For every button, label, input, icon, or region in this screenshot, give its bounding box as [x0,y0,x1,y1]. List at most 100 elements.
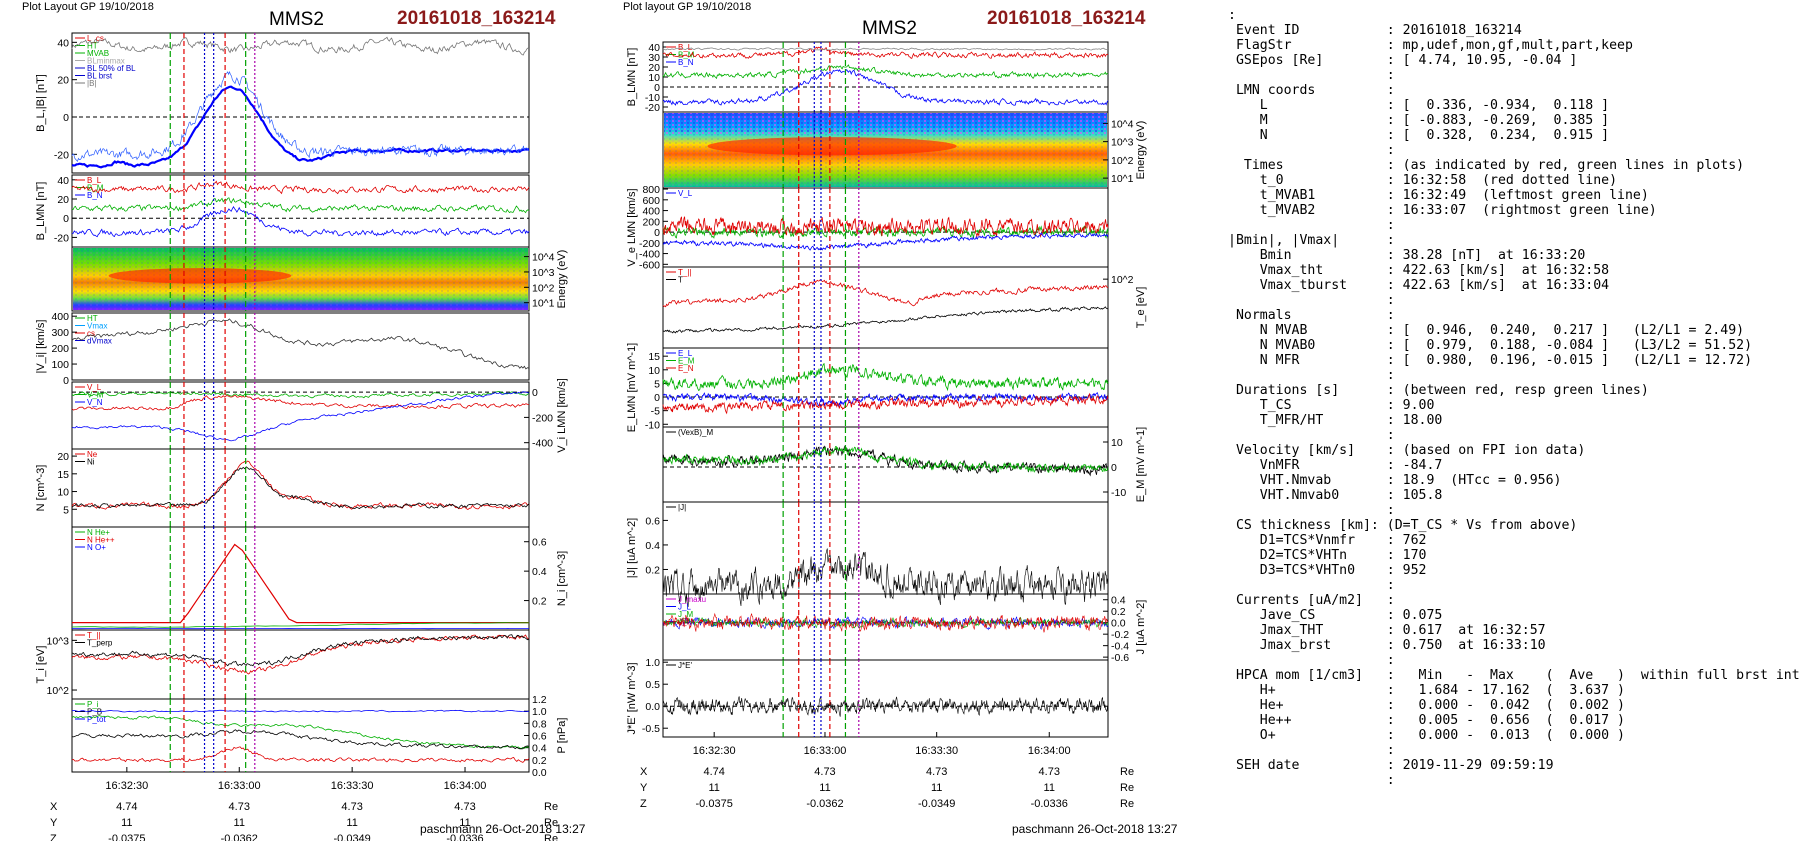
summary-line: Vmax_tht : 422.63 [km/s] at 16:32:58 [1228,263,1610,278]
mid-spacecraft-label: MMS2 [862,18,917,39]
summary-line: |Bmin|, |Vmax| : [1228,233,1395,248]
summary-line: He+ : 0.000 - 0.042 ( 0.002 ) [1228,698,1625,713]
left-ytick-label: 1.0 [532,706,547,718]
left-curve-blmn [71,197,530,214]
left-panel-frame [71,246,530,312]
left-ytick-label: 0.2 [532,596,547,608]
left-ytick-label: 10^3 [47,635,70,647]
mid-ytick-label: -10 [1111,487,1126,499]
mid-curve-je [662,696,1109,717]
left-legend-label: HT [87,314,98,323]
left-ytick-label: 400 [51,311,69,323]
mid-panel-frame [662,347,1109,428]
mid-pos-value: 11 [819,782,830,794]
mid-plot-header: Plot layout GP 19/10/2018 [623,1,752,13]
summary-line: Jmax_THT : 0.617 at 16:32:57 [1228,623,1546,638]
mid-ytick-label: -200 [639,238,660,250]
summary-line: FlagStr : mp,udef,mon,gf,mult,part,keep [1228,38,1633,53]
left-curve-blmn [71,206,530,238]
left-ytick-label: 0.0 [532,767,547,779]
mid-curve-blmn [662,46,1109,59]
mid-panel-spec: 10^4 10^3 10^2 10^1 Energy (eV) [662,111,1147,189]
mid-ytick-label: 10^3 [1111,137,1134,149]
left-ytick-label: 10^4 [532,252,555,264]
left-ytick-label: 0.6 [532,731,547,743]
mid-ylabel: B_LMN [nT] [626,48,638,107]
mid-ytick-label: 10^2 [1111,155,1134,167]
mid-ytick-label: 10 [648,72,660,84]
left-ytick-label: 10^3 [532,267,555,279]
left-ytick-label: 0.4 [532,566,547,578]
left-panel-frame [71,526,530,631]
mid-ylabel: E_LMN [mV m^-1] [626,343,638,433]
left-panel-frame [71,174,530,248]
summary-line: Jmax_brst : 0.750 at 16:33:10 [1228,638,1546,653]
left-ytick-label: -200 [532,412,553,424]
mid-pos-value: 4.73 [814,766,835,778]
left-ytick-label: 15 [57,469,69,481]
summary-line: Times : (as indicated by red, green line… [1228,158,1745,173]
left-pos-value: -0.0349 [333,833,370,841]
mid-ylabel: |J| [uA m^-2] [626,518,638,578]
left-curve-ni [72,543,529,624]
mid-ytick-label: -5 [651,406,660,418]
mid-panel-frame [662,501,1109,595]
mid-panel-frame [662,266,1109,349]
left-ytick-label: 20 [57,451,69,463]
summary-line: SEH date : 2019-11-29 09:59:19 [1228,758,1554,773]
mid-panel-jlmn: 0.40.20.0-0.2-0.4-0.6J [uA m^-2]J_maxuJ_… [662,593,1147,664]
left-panel-frame [71,629,530,700]
summary-line: N MFR : [ 0.980, 0.196, -0.015 ] (L2/L1 … [1228,353,1753,368]
summary-line: : [1228,143,1395,158]
mid-ytick-label: 0 [1111,462,1117,474]
mid-legend-label: T_|| [678,268,692,277]
mid-ytick-label: 600 [642,195,660,207]
left-legend-label: N O+ [87,543,106,552]
mid-panel-j: 0.6 0.4 0.2 |J| [uA m^-2] |J| [626,501,1109,608]
left-ytick-label: 0 [63,112,69,124]
left-panel-ti: 10^3 10^2T_i [eV] T_||T_perp [35,629,530,700]
left-ytick-label: 0.2 [532,755,547,767]
left-event-label: 20161018_163214 [397,8,556,29]
left-legend-label: P_i [87,700,99,709]
mid-event-label: 20161018_163214 [987,8,1146,29]
left-xtick-label: 16:33:00 [218,780,261,792]
left-ylabel: |V_i| [km/s] [35,319,47,373]
left-ytick-label: 1.2 [532,694,547,706]
left-ytick-label: 10^1 [532,298,555,310]
left-panel-vilmn: 0-200-400 V_i LMN [km/s]V_LV_MV_N [71,378,568,453]
mid-ytick-label: 800 [642,184,660,196]
left-legend-label: B_L [87,176,102,185]
left-legend-label: P_tot [87,715,106,724]
mid-curve-te [662,279,1108,308]
left-panel-p: 1.21.00.80.60.40.20.0 P [nPa] P_iP_BP_tot [71,694,568,779]
mid-legend-label: (VexB)_M [678,428,713,437]
left-ytick-label: 0 [63,375,69,387]
event-summary-panel: : Event ID : 20161018_163214 FlagStr : m… [1228,8,1800,788]
mid-pos-value: -0.0349 [918,798,955,810]
summary-line: HPCA mom [1/cm3] : Min - Max ( Ave ) wit… [1228,668,1800,683]
mid-ytick-label: 0 [654,82,660,94]
summary-line: : [1228,8,1236,23]
summary-line: LMN coords : [1228,83,1395,98]
mid-footer: paschmann 26-Oct-2018 13:27 [1012,822,1178,836]
left-ylabel: T_i [eV] [35,646,47,684]
mid-curve-e [662,363,1109,392]
mid-pos-value: 4.74 [703,766,724,778]
summary-line: N MVAB : [ 0.946, 0.240, 0.217 ] (L2/L1 … [1228,323,1745,338]
left-curve-n [71,460,530,510]
mid-panel-e: 15 105 0 -5-10 E_LMN [mV m^-1] E_LE_ME_N [626,343,1109,433]
mid-curve-blmn [662,69,1109,106]
left-legend-label: cs [87,329,95,338]
summary-line: He++ : 0.005 - 0.656 ( 0.017 ) [1228,713,1625,728]
mid-ytick-label: -0.4 [1111,641,1129,653]
summary-line: D2=TCS*VHTn : 170 [1228,548,1427,563]
mid-spectrogram-hot [707,137,957,156]
left-legend-label: P_B [87,708,102,717]
left-pos-value: 11 [459,817,470,829]
mid-ytick-label: 0.4 [645,540,660,552]
mid-ylabel: E_M [mV m^-1] [1135,427,1147,502]
